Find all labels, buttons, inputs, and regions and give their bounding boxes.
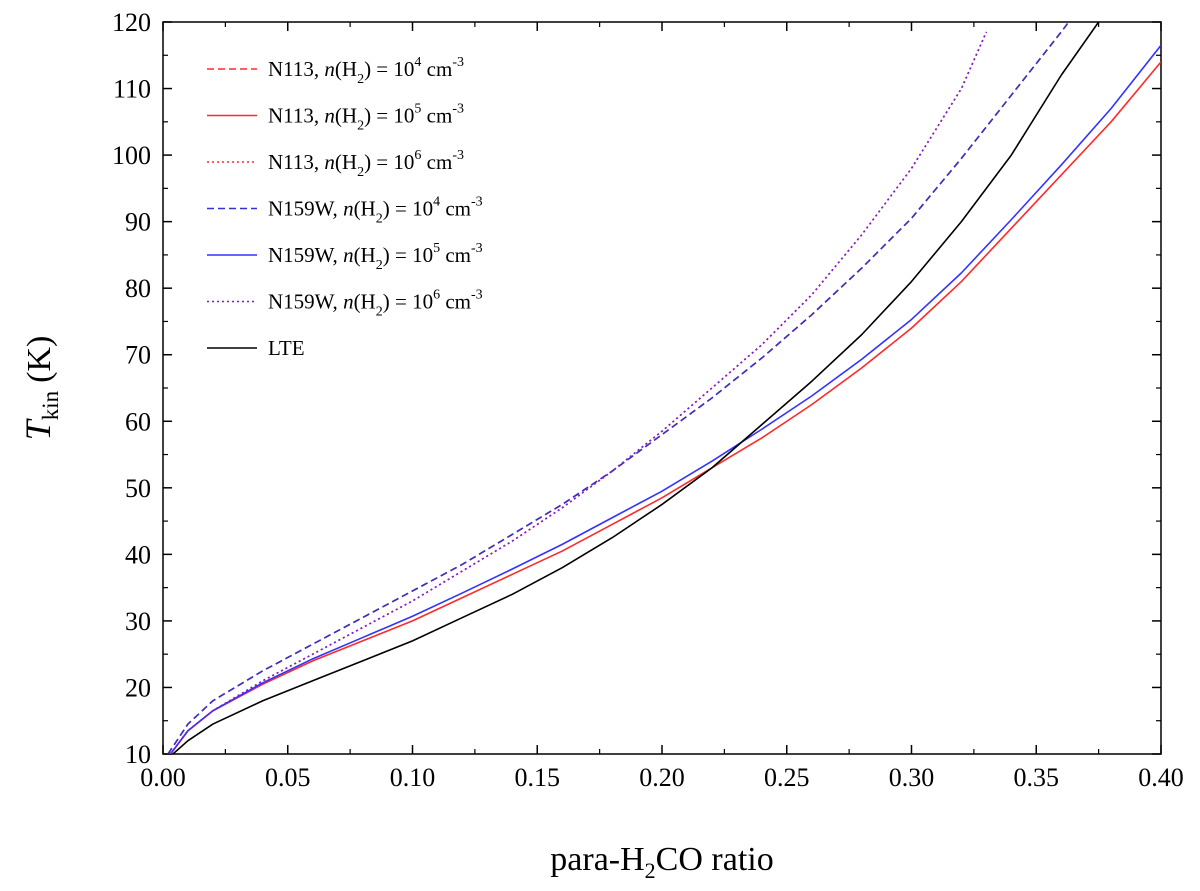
x-tick-label: 0.20 (639, 763, 685, 792)
y-tick-label: 80 (125, 274, 151, 303)
x-tick-label: 0.15 (515, 763, 561, 792)
legend: N113, n(H2) = 104 cm-3 N113, n(H2) = 105 … (207, 55, 483, 360)
plot-frame (162, 21, 1162, 755)
x-tick-label: 0.25 (764, 763, 810, 792)
y-axis-label: Tkin (K) (18, 336, 63, 441)
series-line-7 (172, 22, 1100, 754)
legend-label-1: N113, n(H2) = 104 cm-3 (268, 55, 464, 87)
y-tick-label: 10 (125, 740, 151, 769)
x-axis-label-suffix: CO ratio (656, 841, 774, 878)
y-tick-label: 70 (125, 341, 151, 370)
series-line-6 (169, 31, 988, 754)
x-tick-label: 0.30 (889, 763, 935, 792)
legend-label-3: N113, n(H2) = 106 cm-3 (268, 148, 464, 180)
y-tick-label: 40 (125, 540, 151, 569)
y-tick-label: 90 (125, 208, 151, 237)
legend-label-4: N159W, n(H2) = 104 cm-3 (268, 195, 483, 227)
x-tick-label: 0.05 (265, 763, 311, 792)
x-tick-label: 0.10 (390, 763, 436, 792)
x-axis-label-prefix: para-H (550, 841, 644, 878)
y-tick-label: 20 (125, 673, 151, 702)
series-line-4 (167, 22, 1070, 754)
legend-label-6: N159W, n(H2) = 106 cm-3 (268, 288, 483, 320)
y-tick-label: 110 (113, 75, 151, 104)
y-axis-label-unit: (K) (21, 336, 58, 383)
x-tick-label: 0.35 (1014, 763, 1060, 792)
legend-label-7: LTE (268, 336, 305, 360)
axis-ticks: 0.00 0.05 0.10 0.15 0.20 0.25 0.30 0.35 0.40 10 20… (112, 8, 1184, 792)
x-axis-label-subscript: 2 (645, 858, 656, 883)
y-tick-label: 60 (125, 407, 151, 436)
legend-label-5: N159W, n(H2) = 105 cm-3 (268, 241, 483, 273)
y-axis-label-subscript: kin (38, 390, 63, 420)
series-line-3 (169, 31, 988, 754)
x-tick-label: 0.40 (1138, 763, 1184, 792)
y-tick-label: 30 (125, 607, 151, 636)
x-axis-label: para-H2CO ratio (550, 841, 773, 883)
legend-label-2: N113, n(H2) = 105 cm-3 (268, 102, 464, 134)
y-tick-label: 120 (112, 8, 151, 37)
data-series (167, 22, 1161, 754)
series-line-2 (169, 61, 1161, 754)
y-axis-label-symbol: T (18, 417, 58, 440)
y-tick-label: 50 (125, 474, 151, 503)
y-tick-label: 100 (112, 141, 151, 170)
x-tick-label: 0.00 (140, 763, 186, 792)
series-line-5 (169, 44, 1161, 754)
